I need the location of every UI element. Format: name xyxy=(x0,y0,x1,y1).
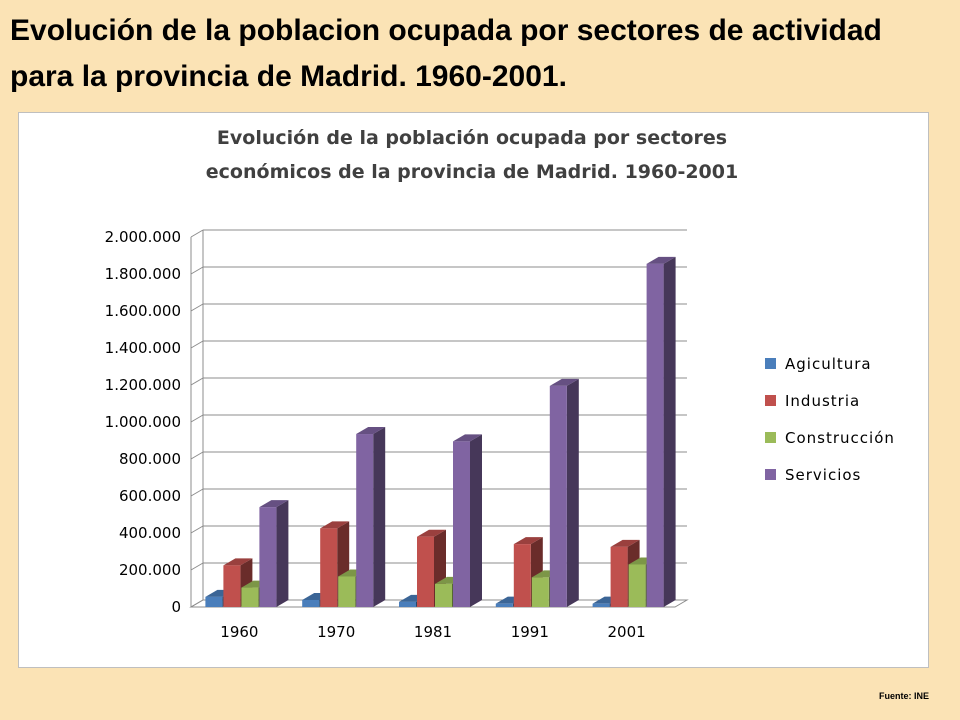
y-tick-label: 1.000.000 xyxy=(105,413,181,431)
x-tick-label: 1981 xyxy=(414,623,452,641)
bar-front xyxy=(610,546,628,607)
legend-entry: Servicios xyxy=(765,466,861,484)
legend: Agicultura Industria Construcción Servicios xyxy=(765,355,895,484)
bar-front xyxy=(338,576,356,607)
legend-label: Construcción xyxy=(785,429,895,447)
legend-label: Servicios xyxy=(785,466,861,484)
bar-front xyxy=(453,441,470,607)
bar-front xyxy=(531,577,549,607)
y-tick-label: 0 xyxy=(171,598,181,616)
bar-front xyxy=(628,564,646,607)
bar-top xyxy=(453,434,482,442)
x-tick-label: 1970 xyxy=(317,623,355,641)
bar-top xyxy=(320,521,350,529)
chart-title-line-1: Evolución de la población ocupada por se… xyxy=(217,127,727,149)
bar-side xyxy=(276,500,289,607)
y-axis: 0 200.000 400.000 600.000 800.000 1.000.000 1.… xyxy=(105,228,689,616)
gridline-side xyxy=(190,451,204,460)
bar-side xyxy=(663,256,676,607)
slide-title: Evolución de la poblacion ocupada por se… xyxy=(10,14,882,93)
bar-front xyxy=(592,603,610,607)
gridline-side xyxy=(190,525,204,534)
gridline-side xyxy=(190,266,204,275)
y-tick-label: 600.000 xyxy=(119,487,181,505)
bar-front xyxy=(302,599,320,607)
chart-floor xyxy=(189,599,689,608)
bar-front xyxy=(320,528,338,607)
legend-entry: Industria xyxy=(765,392,860,410)
bar-chart: Evolución de la población ocupada por se… xyxy=(105,127,895,641)
x-tick-label: 2001 xyxy=(608,623,646,641)
gridline-side xyxy=(190,340,204,349)
gridline-side xyxy=(190,562,204,571)
bar-front xyxy=(435,583,452,607)
bar-top xyxy=(513,537,543,545)
y-tick-label: 1.400.000 xyxy=(105,339,181,357)
bar-top xyxy=(549,378,579,386)
y-tick-label: 800.000 xyxy=(119,450,181,468)
bar-front xyxy=(495,603,513,607)
y-tick-label: 2.000.000 xyxy=(105,228,181,246)
bars xyxy=(205,256,676,607)
y-tick-label: 1.800.000 xyxy=(105,265,181,283)
bar-front xyxy=(356,434,374,607)
legend-entry: Agicultura xyxy=(765,355,872,373)
bar xyxy=(549,378,579,607)
bar-front xyxy=(259,507,277,607)
bar xyxy=(356,427,386,607)
bar-front xyxy=(513,544,531,607)
y-tick-label: 200.000 xyxy=(119,561,181,579)
legend-swatch xyxy=(765,395,776,406)
legend-swatch xyxy=(765,358,776,369)
bar-top xyxy=(417,529,446,537)
x-tick-label: 1960 xyxy=(220,623,258,641)
legend-label: Agicultura xyxy=(785,355,872,373)
bar-side xyxy=(373,427,386,607)
bar-front xyxy=(646,263,664,607)
gridline-side xyxy=(190,414,204,423)
bar xyxy=(453,434,482,607)
bar-front xyxy=(241,587,259,607)
bar xyxy=(259,500,289,607)
x-tick-label: 1991 xyxy=(511,623,549,641)
bar-front xyxy=(549,385,567,607)
bar-top xyxy=(259,500,289,508)
legend-swatch xyxy=(765,432,776,443)
y-tick-label: 1.200.000 xyxy=(105,376,181,394)
bar-top xyxy=(610,539,640,547)
y-tick-label: 1.600.000 xyxy=(105,302,181,320)
bar-front xyxy=(417,536,434,607)
bar-front xyxy=(223,565,241,607)
bar-front xyxy=(205,596,223,607)
bar-side xyxy=(566,378,579,607)
bar xyxy=(646,256,676,607)
gridline-side xyxy=(190,303,204,312)
bar-top xyxy=(223,558,253,566)
y-tick-label: 400.000 xyxy=(119,524,181,542)
x-axis: 1960 1970 1981 1991 2001 xyxy=(220,623,645,641)
bar-top xyxy=(356,427,386,435)
gridline-side xyxy=(190,229,204,238)
bar-top xyxy=(646,256,676,264)
bar-front xyxy=(399,601,416,607)
gridline-side xyxy=(190,488,204,497)
chart-title-line-2: económicos de la provincia de Madrid. 19… xyxy=(206,161,738,183)
gridline-side xyxy=(190,377,204,386)
legend-swatch xyxy=(765,469,776,480)
chart-panel: Evolución de la población ocupada por se… xyxy=(18,112,929,668)
bar-side xyxy=(470,434,482,607)
legend-label: Industria xyxy=(785,392,860,410)
legend-entry: Construcción xyxy=(765,429,895,447)
source-note: Fuente: INE xyxy=(878,691,929,701)
